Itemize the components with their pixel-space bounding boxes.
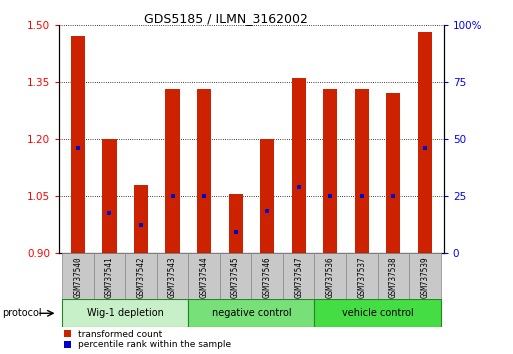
Bar bbox=[134, 185, 148, 253]
Bar bbox=[220, 253, 251, 299]
Text: negative control: negative control bbox=[211, 308, 291, 318]
Text: GSM737540: GSM737540 bbox=[73, 257, 83, 298]
Bar bbox=[378, 253, 409, 299]
Text: GSM737545: GSM737545 bbox=[231, 257, 240, 298]
Text: GSM737544: GSM737544 bbox=[200, 257, 209, 298]
Bar bbox=[103, 139, 116, 253]
Text: GSM737542: GSM737542 bbox=[136, 257, 146, 298]
Bar bbox=[260, 139, 274, 253]
Bar bbox=[165, 90, 180, 253]
Text: GSM737537: GSM737537 bbox=[357, 257, 366, 298]
Bar bbox=[323, 90, 338, 253]
Text: GSM737547: GSM737547 bbox=[294, 257, 303, 298]
Bar bbox=[409, 253, 441, 299]
Text: GSM737543: GSM737543 bbox=[168, 257, 177, 298]
Bar bbox=[197, 90, 211, 253]
Text: GSM737538: GSM737538 bbox=[389, 257, 398, 298]
Bar bbox=[94, 253, 125, 299]
Bar bbox=[346, 253, 378, 299]
Bar bbox=[62, 253, 94, 299]
Bar bbox=[188, 299, 314, 327]
Bar bbox=[251, 253, 283, 299]
Bar bbox=[71, 36, 85, 253]
Bar bbox=[283, 253, 314, 299]
Bar bbox=[157, 253, 188, 299]
Bar bbox=[314, 253, 346, 299]
Bar bbox=[125, 253, 157, 299]
Bar bbox=[418, 33, 432, 253]
Legend: transformed count, percentile rank within the sample: transformed count, percentile rank withi… bbox=[64, 330, 231, 349]
Text: GSM737541: GSM737541 bbox=[105, 257, 114, 298]
Text: protocol: protocol bbox=[3, 308, 42, 318]
Text: GSM737536: GSM737536 bbox=[326, 257, 334, 298]
Bar bbox=[62, 299, 188, 327]
Bar bbox=[228, 194, 243, 253]
Bar bbox=[188, 253, 220, 299]
Text: Wig-1 depletion: Wig-1 depletion bbox=[87, 308, 164, 318]
Bar bbox=[314, 299, 441, 327]
Bar bbox=[354, 90, 369, 253]
Text: vehicle control: vehicle control bbox=[342, 308, 413, 318]
Bar bbox=[291, 78, 306, 253]
Text: GSM737546: GSM737546 bbox=[263, 257, 272, 298]
Text: GSM737539: GSM737539 bbox=[420, 257, 429, 298]
Bar bbox=[386, 93, 400, 253]
Text: GDS5185 / ILMN_3162002: GDS5185 / ILMN_3162002 bbox=[144, 12, 308, 25]
